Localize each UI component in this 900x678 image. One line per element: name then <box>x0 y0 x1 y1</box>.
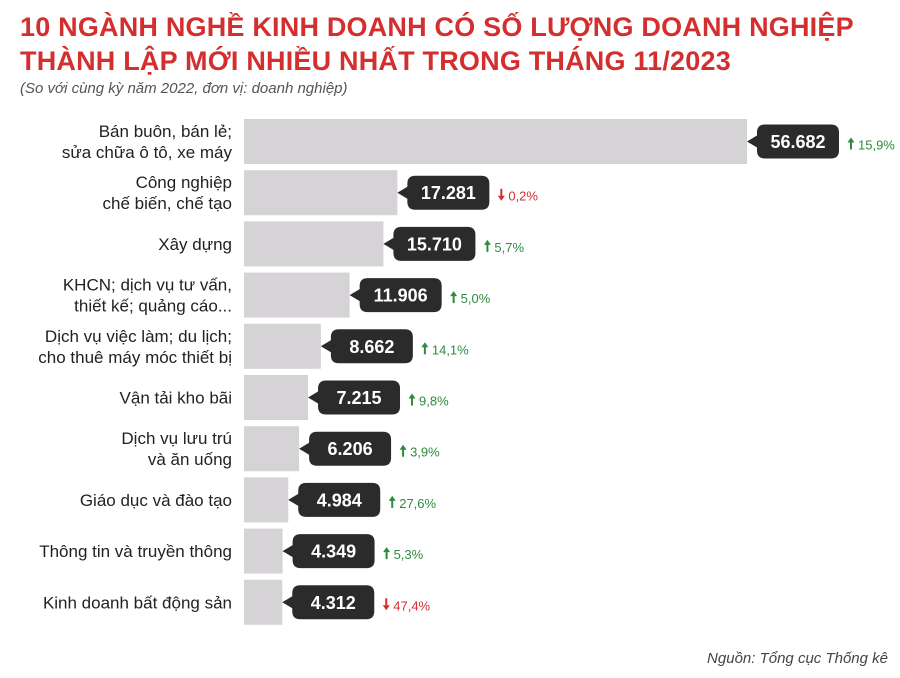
value-callout <box>349 278 442 313</box>
bar <box>244 579 283 625</box>
value-label: 15.710 <box>407 234 462 254</box>
arrow-down-icon <box>382 598 390 611</box>
bar <box>244 221 384 267</box>
category-label: Thông tin và truyền thông <box>39 542 232 561</box>
category-label: và ăn uống <box>148 450 232 469</box>
change-label: 27,6% <box>399 496 436 511</box>
change-label: 9,8% <box>419 394 449 409</box>
value-label: 6.206 <box>328 439 373 459</box>
value-callout <box>383 226 476 261</box>
bar <box>244 426 300 472</box>
change-label: 14,1% <box>432 342 469 357</box>
category-label: Dịch vụ lưu trú <box>121 429 232 448</box>
arrow-up-icon <box>388 495 396 508</box>
arrow-up-icon <box>399 444 407 457</box>
bar <box>244 170 398 216</box>
value-callout <box>308 380 401 415</box>
value-callout <box>288 482 381 517</box>
category-label: KHCN; dịch vụ tư vấn, <box>63 276 232 295</box>
arrow-up-icon <box>421 342 429 355</box>
value-callout <box>299 431 392 466</box>
value-label: 17.281 <box>421 183 476 203</box>
change-label: 0,2% <box>508 189 538 204</box>
category-label: Công nghiệp <box>136 173 232 192</box>
bar <box>244 528 283 574</box>
value-label: 8.662 <box>349 337 394 357</box>
source-note: Nguồn: Tổng cục Thống kê <box>707 650 888 667</box>
value-label: 11.906 <box>374 286 428 306</box>
change-label: 47,4% <box>393 598 430 613</box>
arrow-up-icon <box>408 393 416 406</box>
change-label: 3,9% <box>410 445 440 460</box>
change-label: 5,3% <box>394 547 424 562</box>
chart-title-line2: THÀNH LẬP MỚI NHIỀU NHẤT TRONG THÁNG 11/… <box>20 46 731 76</box>
bar <box>244 375 309 420</box>
bar <box>244 272 350 318</box>
value-callout <box>747 124 839 159</box>
category-label: Dịch vụ việc làm; du lịch; <box>45 327 232 346</box>
value-callout <box>282 534 375 569</box>
category-label: Bán buôn, bán lẻ; <box>99 122 232 141</box>
value-label: 7.215 <box>337 388 382 408</box>
arrow-up-icon <box>450 291 458 304</box>
category-label: Kinh doanh bất động sản <box>43 593 232 612</box>
change-label: 15,9% <box>858 138 895 153</box>
chart-subtitle: (So với cùng kỳ năm 2022, đơn vị: doanh … <box>20 80 348 97</box>
category-label: sửa chữa ô tô, xe máy <box>62 143 233 162</box>
change-label: 5,7% <box>494 240 524 255</box>
value-callout <box>282 585 375 620</box>
bar <box>244 119 747 164</box>
category-label: Vận tải kho bãi <box>120 389 232 408</box>
value-callout <box>397 175 490 210</box>
chart-title-line1: 10 NGÀNH NGHỀ KINH DOANH CÓ SỐ LƯỢNG DOA… <box>20 12 854 42</box>
category-label: chế biến, chế tạo <box>103 194 232 213</box>
arrow-down-icon <box>497 188 505 201</box>
value-label: 4.312 <box>311 593 356 613</box>
bar <box>244 477 289 523</box>
arrow-up-icon <box>847 137 855 150</box>
change-label: 5,0% <box>461 291 491 306</box>
arrow-up-icon <box>483 239 491 252</box>
category-label: thiết kế; quảng cáo... <box>74 297 232 316</box>
category-label: cho thuê máy móc thiết bị <box>38 348 232 367</box>
value-label: 4.984 <box>317 490 362 510</box>
arrow-up-icon <box>383 547 391 560</box>
value-label: 4.349 <box>311 542 356 562</box>
value-label: 56.682 <box>770 132 825 152</box>
category-label: Giáo dục và đào tạo <box>80 491 232 510</box>
category-label: Xây dựng <box>158 235 232 254</box>
value-callout <box>320 329 413 364</box>
bar <box>244 323 321 369</box>
